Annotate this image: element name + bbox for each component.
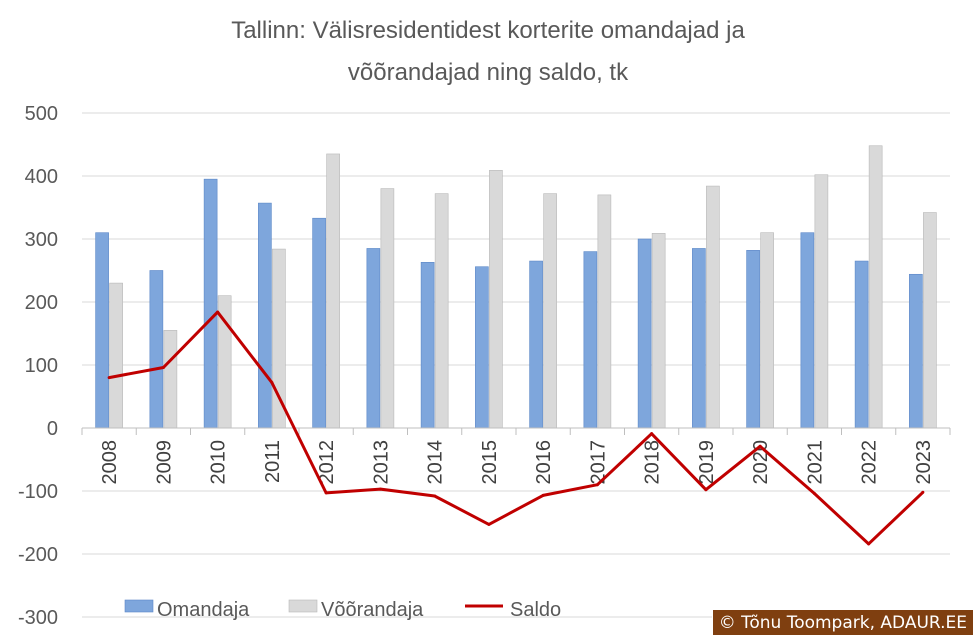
bar-omandaja-2016: [529, 260, 543, 429]
bar-voorandaja-2011: [272, 248, 286, 429]
bar-voorandaja-2013: [380, 188, 395, 429]
chart-title-line-2: võõrandajad ning saldo, tk: [348, 59, 629, 86]
saldo-point-2019: [704, 488, 708, 492]
x-tick-label: 2016: [533, 440, 555, 485]
y-tick-label: 100: [25, 355, 58, 377]
bar-omandaja-2019: [692, 248, 706, 429]
bar-voorandaja-2023: [923, 212, 937, 429]
bar-omandaja-2014: [420, 262, 435, 429]
x-tick-label: 2010: [208, 440, 230, 485]
x-tick-label: 2023: [913, 440, 935, 485]
credit-badge: © Tõnu Toompark, ADAUR.EE: [711, 609, 974, 636]
x-tick-label: 2014: [425, 440, 447, 485]
y-tick-label: -300: [18, 607, 58, 629]
bar-omandaja-2018: [637, 238, 652, 429]
y-tick-label: -100: [18, 481, 58, 503]
x-tick-label: 2019: [696, 440, 718, 485]
legend-swatch-omandaja: [124, 599, 154, 613]
bar-omandaja-2017: [583, 251, 598, 429]
bar-voorandaja-2012: [326, 153, 340, 429]
bar-voorandaja-2016: [543, 193, 557, 429]
saldo-point-2018: [650, 432, 654, 436]
bar-omandaja-2023: [909, 273, 923, 429]
saldo-point-2009: [161, 366, 165, 370]
bar-voorandaja-2019: [706, 185, 720, 429]
legend: Omandaja Võõrandaja Saldo: [124, 599, 561, 621]
bar-omandaja-2020: [746, 250, 760, 429]
x-tick-label: 2021: [804, 440, 826, 485]
bar-voorandaja-2022: [868, 145, 883, 429]
bar-voorandaja-2015: [489, 170, 503, 429]
y-tick-label: 0: [47, 418, 58, 440]
y-tick-label: 300: [25, 229, 58, 251]
bar-omandaja-2021: [800, 232, 815, 429]
bar-voorandaja-2008: [109, 282, 123, 429]
x-tick-label: 2009: [153, 440, 175, 485]
saldo-point-2017: [595, 483, 599, 487]
saldo-point-2013: [378, 487, 382, 491]
legend-label-saldo: Saldo: [510, 599, 561, 621]
x-tick-label: 2011: [262, 440, 284, 483]
saldo-point-2012: [324, 491, 328, 495]
y-axis-ticks: 500 400 300 200 100 0 -100 -200 -300: [18, 103, 58, 629]
saldo-point-2015: [487, 522, 491, 526]
x-tick-label: 2013: [370, 440, 392, 485]
y-tick-label: 200: [25, 292, 58, 314]
legend-label-omandaja: Omandaja: [157, 599, 250, 621]
saldo-point-2023: [921, 490, 925, 494]
chart-title: Tallinn: Välisresidentidest korterite om…: [231, 17, 745, 86]
x-tick-label: 2008: [99, 440, 121, 485]
bar-omandaja-2011: [258, 202, 272, 429]
legend-label-voorandaja: Võõrandaja: [321, 599, 424, 621]
y-tick-label: -200: [18, 544, 58, 566]
saldo-point-2022: [867, 542, 871, 546]
bar-omandaja-2008: [95, 232, 109, 429]
bars: [95, 145, 937, 429]
saldo-point-2014: [433, 494, 437, 498]
bar-omandaja-2015: [475, 266, 489, 429]
bar-omandaja-2010: [203, 178, 218, 429]
bar-voorandaja-2017: [597, 194, 612, 429]
saldo-point-2010: [216, 310, 220, 314]
saldo-series: [107, 310, 925, 546]
x-tick-label: 2015: [479, 440, 501, 485]
bar-omandaja-2013: [366, 248, 381, 429]
bar-voorandaja-2014: [434, 193, 449, 429]
bar-omandaja-2009: [149, 270, 164, 429]
x-axis: [81, 427, 951, 435]
bar-voorandaja-2009: [163, 330, 178, 429]
saldo-point-2008: [107, 376, 111, 380]
x-tick-label: 2012: [316, 440, 338, 485]
bar-voorandaja-2020: [760, 232, 774, 429]
bar-omandaja-2022: [854, 260, 869, 429]
x-tick-label: 2017: [587, 440, 609, 485]
x-axis-ticks: 2008 2009 2010 2011 2012 2013 2014 2015 2016 2017…: [99, 440, 935, 485]
x-tick-label: 2018: [642, 440, 664, 485]
bar-voorandaja-2018: [651, 233, 666, 429]
legend-swatch-voorandaja: [288, 599, 318, 613]
bar-voorandaja-2021: [814, 174, 829, 429]
bar-omandaja-2012: [312, 217, 326, 429]
y-tick-label: 400: [25, 166, 58, 188]
saldo-point-2011: [270, 381, 274, 385]
saldo-point-2016: [541, 493, 545, 497]
x-tick-label: 2022: [859, 440, 881, 485]
chart-title-line-1: Tallinn: Välisresidentidest korterite om…: [231, 17, 745, 44]
y-tick-label: 500: [25, 103, 58, 125]
saldo-point-2020: [758, 444, 762, 448]
saldo-point-2021: [812, 492, 816, 496]
saldo-line: [108, 310, 924, 546]
